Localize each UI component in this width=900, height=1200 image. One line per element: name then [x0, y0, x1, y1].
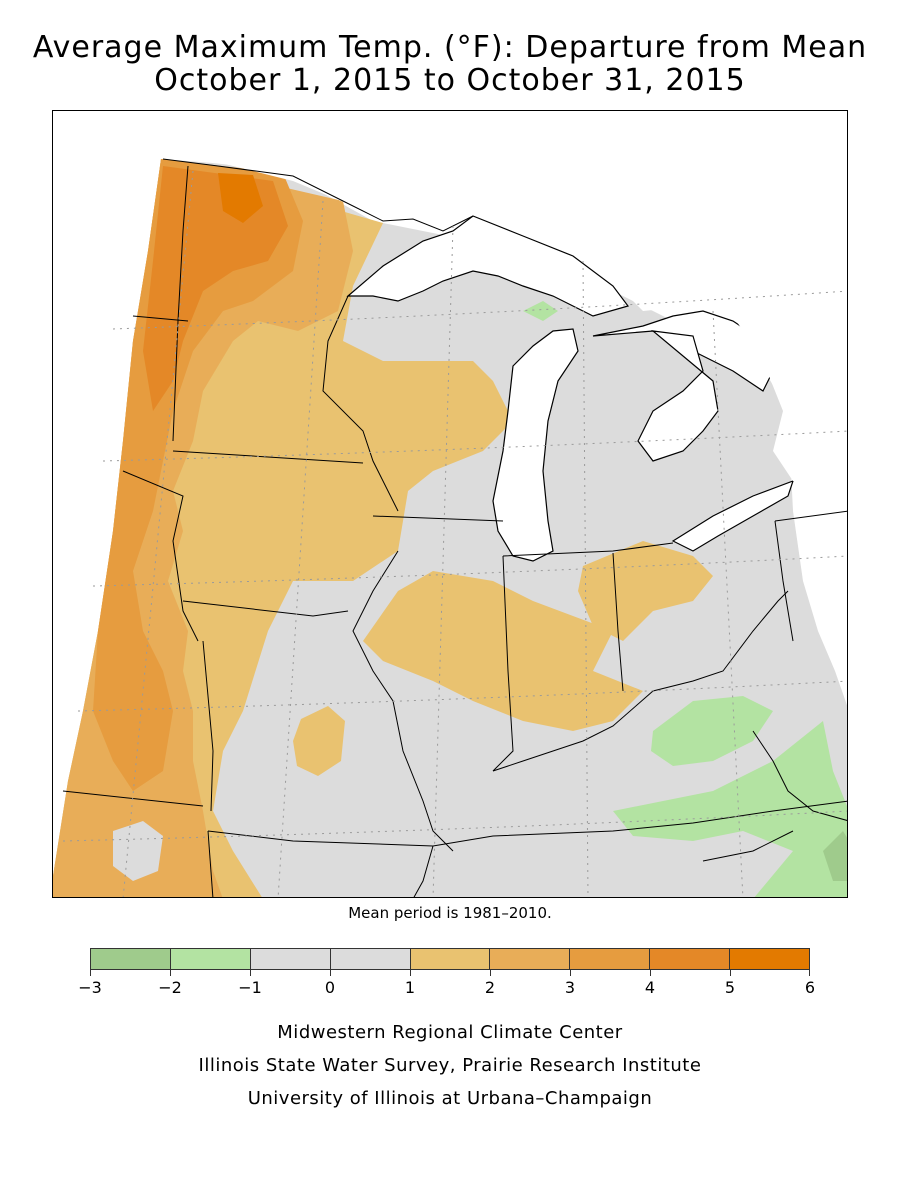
legend-ticks: [90, 970, 810, 978]
border-mn-ia-sd: [172, 450, 364, 464]
legend-tick-label: 4: [644, 978, 656, 997]
map-title: Average Maximum Temp. (°F): Departure fr…: [32, 30, 868, 65]
border-ia-mo: [182, 600, 349, 617]
legend-tick-label: 0: [324, 978, 336, 997]
legend-swatch: [730, 949, 810, 969]
legend-tick: [330, 970, 331, 976]
legend-swatch: [570, 949, 651, 969]
region-cool-kentucky: [613, 721, 847, 897]
georgian-bay: [637, 330, 719, 462]
temperature-departure-map: [53, 111, 847, 897]
region-warm-4-5: [143, 166, 288, 411]
border-tn-ms: [702, 830, 794, 862]
credit-isws: Illinois State Water Survey, Prairie Res…: [198, 1055, 702, 1076]
legend-tick: [650, 970, 651, 976]
region-cool-sw-michigan: [523, 301, 558, 321]
credit-uiuc: University of Illinois at Urbana–Champai…: [247, 1088, 653, 1109]
legend-swatch: [410, 949, 491, 969]
legend-tick: [410, 970, 411, 976]
legend-swatch: [170, 949, 251, 969]
mean-period-note: Mean period is 1981–2010.: [348, 904, 552, 922]
legend-tick-label: 2: [484, 978, 496, 997]
border-ks-mo: [202, 640, 214, 812]
region-neutral-sw: [113, 821, 163, 881]
legend-swatch: [490, 949, 571, 969]
legend-tick-label: −2: [158, 978, 182, 997]
ontario-land-north: [163, 111, 847, 491]
border-wi-il: [372, 515, 504, 522]
legend-tick-labels: −3 −2 −1 0 1 2 3 4 5 6: [78, 978, 815, 998]
border-pa-ny: [774, 510, 847, 522]
color-legend: [90, 948, 810, 970]
legend-swatch: [250, 949, 331, 969]
region-cool-ohio-valley: [651, 696, 773, 766]
lake-michigan: [492, 328, 579, 562]
border-mn-wi: [322, 295, 399, 512]
legend-tick: [250, 970, 251, 976]
legend-tick-label: −3: [78, 978, 102, 997]
region-warm-1-2-east: [578, 541, 713, 641]
border-in-oh: [612, 552, 624, 692]
border-mississippi-south: [413, 845, 434, 897]
region-warm-1-2-south: [293, 706, 345, 776]
map-frame: [52, 110, 848, 898]
border-il-in: [492, 555, 514, 772]
region-warm-5-6: [218, 173, 263, 223]
border-pa-oh: [774, 520, 794, 642]
lake-superior: [346, 215, 630, 317]
legend-tick-label: −1: [238, 978, 262, 997]
legend-tick: [90, 970, 91, 976]
graticule: [62, 170, 847, 897]
legend-tick-label: 1: [404, 978, 416, 997]
border-sd-ne: [122, 470, 199, 642]
legend-tick: [170, 970, 171, 976]
border-mo-ar-ky-tn: [207, 800, 847, 847]
map-date-range: October 1, 2015 to October 31, 2015: [154, 63, 746, 98]
legend-tick-label: 3: [564, 978, 576, 997]
border-nd-sd: [132, 315, 189, 322]
border-ia-il: [352, 550, 454, 852]
legend-tick: [730, 970, 731, 976]
lake-erie: [671, 479, 794, 552]
border-mi-in-oh: [502, 542, 674, 557]
legend-tick-label: 5: [724, 978, 736, 997]
region-cool-se-corner: [823, 831, 847, 881]
border-nd-mn: [172, 165, 189, 442]
legend-tick: [490, 970, 491, 976]
credit-mrcc: Midwestern Regional Climate Center: [277, 1022, 623, 1043]
legend-tick-label: 6: [804, 978, 816, 997]
border-ky-va-wv: [752, 730, 847, 821]
legend-swatch: [650, 949, 731, 969]
legend-tick: [570, 970, 571, 976]
region-warm-1-2-central: [363, 571, 643, 731]
legend-swatch: [91, 949, 171, 969]
legend-swatch: [330, 949, 411, 969]
border-mo-ar: [207, 830, 214, 897]
border-us-canada: [162, 158, 474, 232]
legend-tick: [809, 970, 810, 976]
